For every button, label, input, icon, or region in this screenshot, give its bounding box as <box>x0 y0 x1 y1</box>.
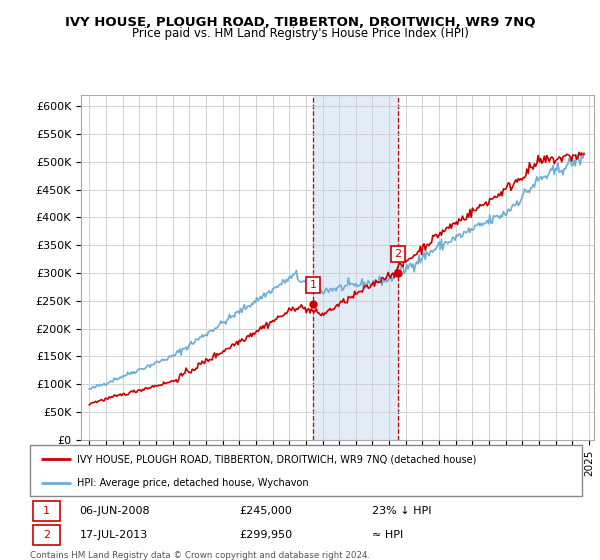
Text: 17-JUL-2013: 17-JUL-2013 <box>80 530 148 540</box>
Text: 1: 1 <box>43 506 50 516</box>
Bar <box>313 95 398 440</box>
Text: Price paid vs. HM Land Registry's House Price Index (HPI): Price paid vs. HM Land Registry's House … <box>131 27 469 40</box>
Text: 2: 2 <box>43 530 50 540</box>
Text: HPI: Average price, detached house, Wychavon: HPI: Average price, detached house, Wych… <box>77 478 308 488</box>
Text: ≈ HPI: ≈ HPI <box>372 530 403 540</box>
Text: IVY HOUSE, PLOUGH ROAD, TIBBERTON, DROITWICH, WR9 7NQ: IVY HOUSE, PLOUGH ROAD, TIBBERTON, DROIT… <box>65 16 535 29</box>
Text: Contains HM Land Registry data © Crown copyright and database right 2024.
This d: Contains HM Land Registry data © Crown c… <box>30 551 370 560</box>
FancyBboxPatch shape <box>33 501 61 521</box>
Text: 1: 1 <box>310 279 317 290</box>
Text: 06-JUN-2008: 06-JUN-2008 <box>80 506 151 516</box>
Text: 23% ↓ HPI: 23% ↓ HPI <box>372 506 432 516</box>
Text: IVY HOUSE, PLOUGH ROAD, TIBBERTON, DROITWICH, WR9 7NQ (detached house): IVY HOUSE, PLOUGH ROAD, TIBBERTON, DROIT… <box>77 454 476 464</box>
FancyBboxPatch shape <box>30 445 582 496</box>
FancyBboxPatch shape <box>33 525 61 545</box>
Text: £299,950: £299,950 <box>240 530 293 540</box>
Text: 2: 2 <box>395 249 401 259</box>
Text: £245,000: £245,000 <box>240 506 293 516</box>
